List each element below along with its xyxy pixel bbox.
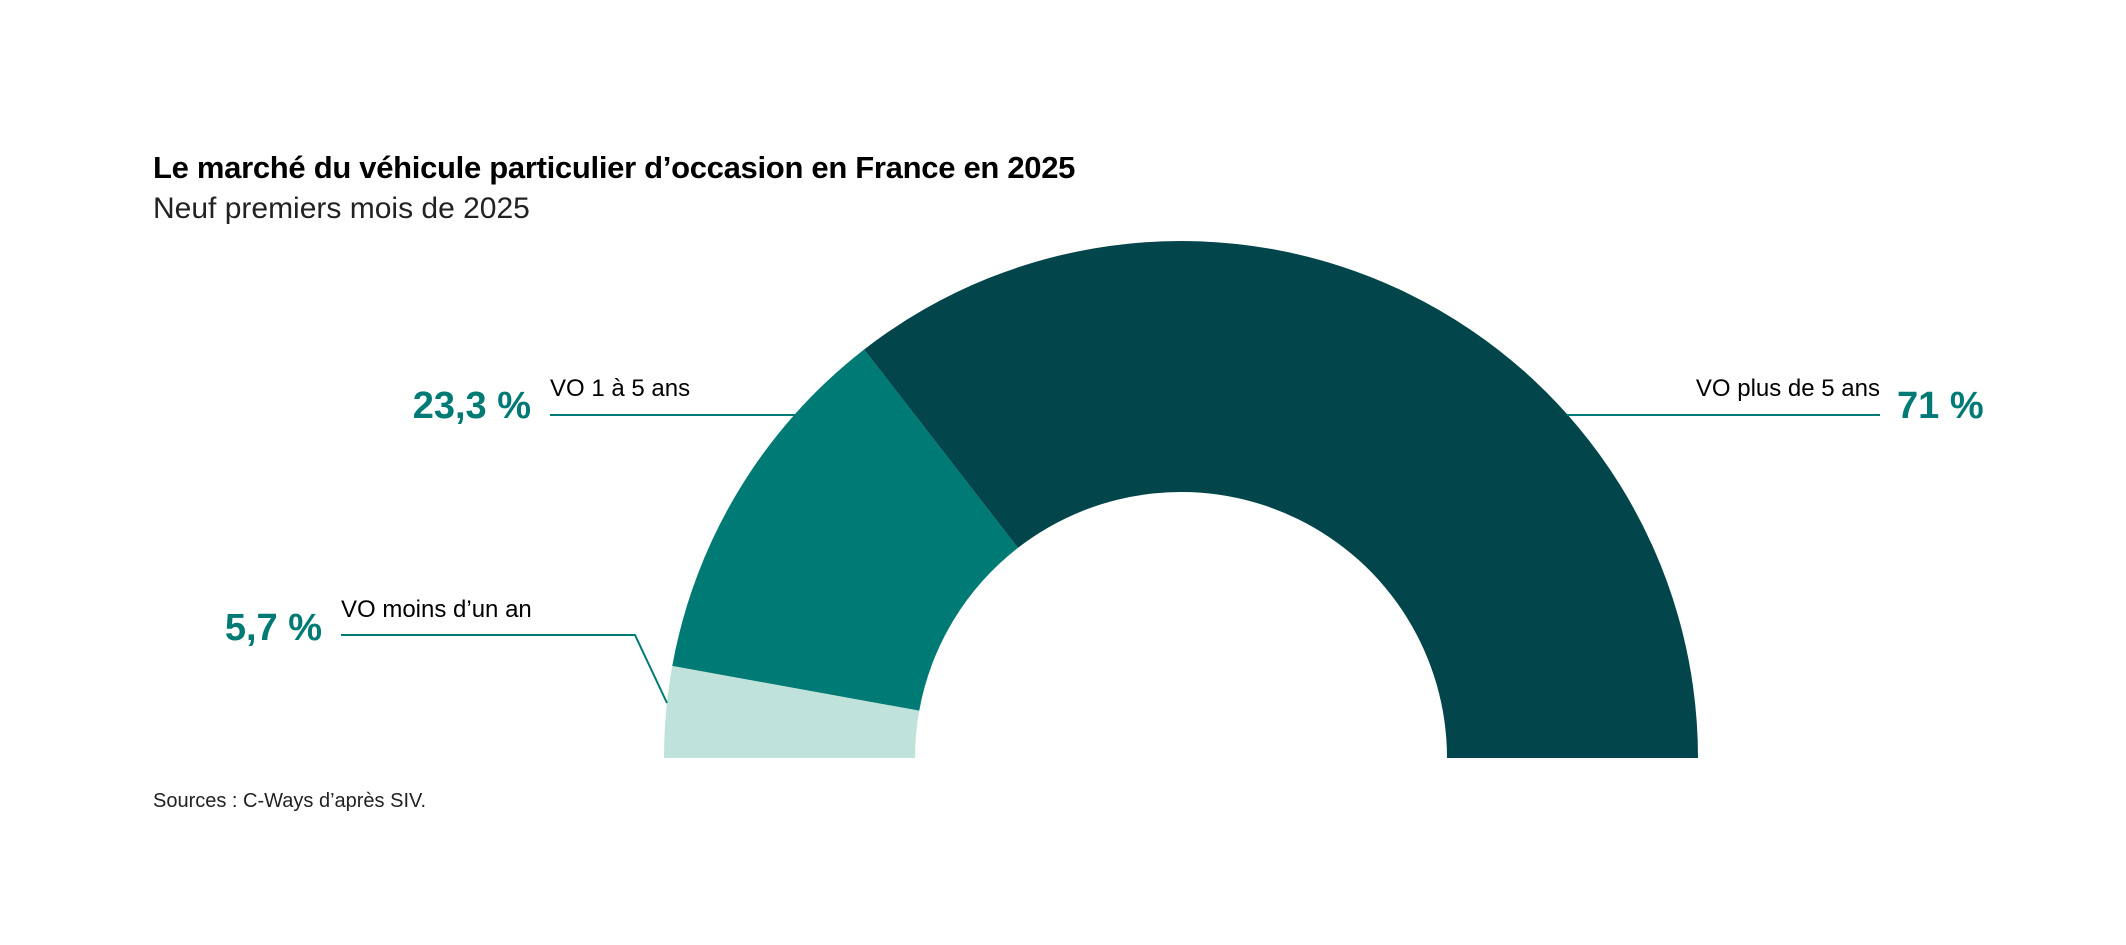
data-label-name-moins-un-an: VO moins d’un an [341, 596, 532, 623]
source-note: Sources : C-Ways d’après SIV. [153, 790, 427, 812]
data-label-pct-moins-un-an: 5,7 % [225, 607, 322, 649]
data-label-name-1-5-ans: VO 1 à 5 ans [550, 375, 690, 402]
donut-slice-2 [672, 349, 1018, 711]
donut-slice-1 [664, 665, 920, 758]
chart-subtitle: Neuf premiers mois de 2025 [153, 192, 530, 225]
chart-title: Le marché du véhicule particulier d’occa… [153, 150, 1076, 185]
leader-line-moins-un-an [341, 634, 668, 704]
data-label-pct-1-5-ans: 23,3 % [413, 385, 531, 427]
donut-slice-3 [864, 241, 1698, 758]
data-label-name-plus-5-ans: VO plus de 5 ans [1696, 375, 1880, 402]
data-label-pct-plus-5-ans: 71 % [1897, 385, 1984, 427]
